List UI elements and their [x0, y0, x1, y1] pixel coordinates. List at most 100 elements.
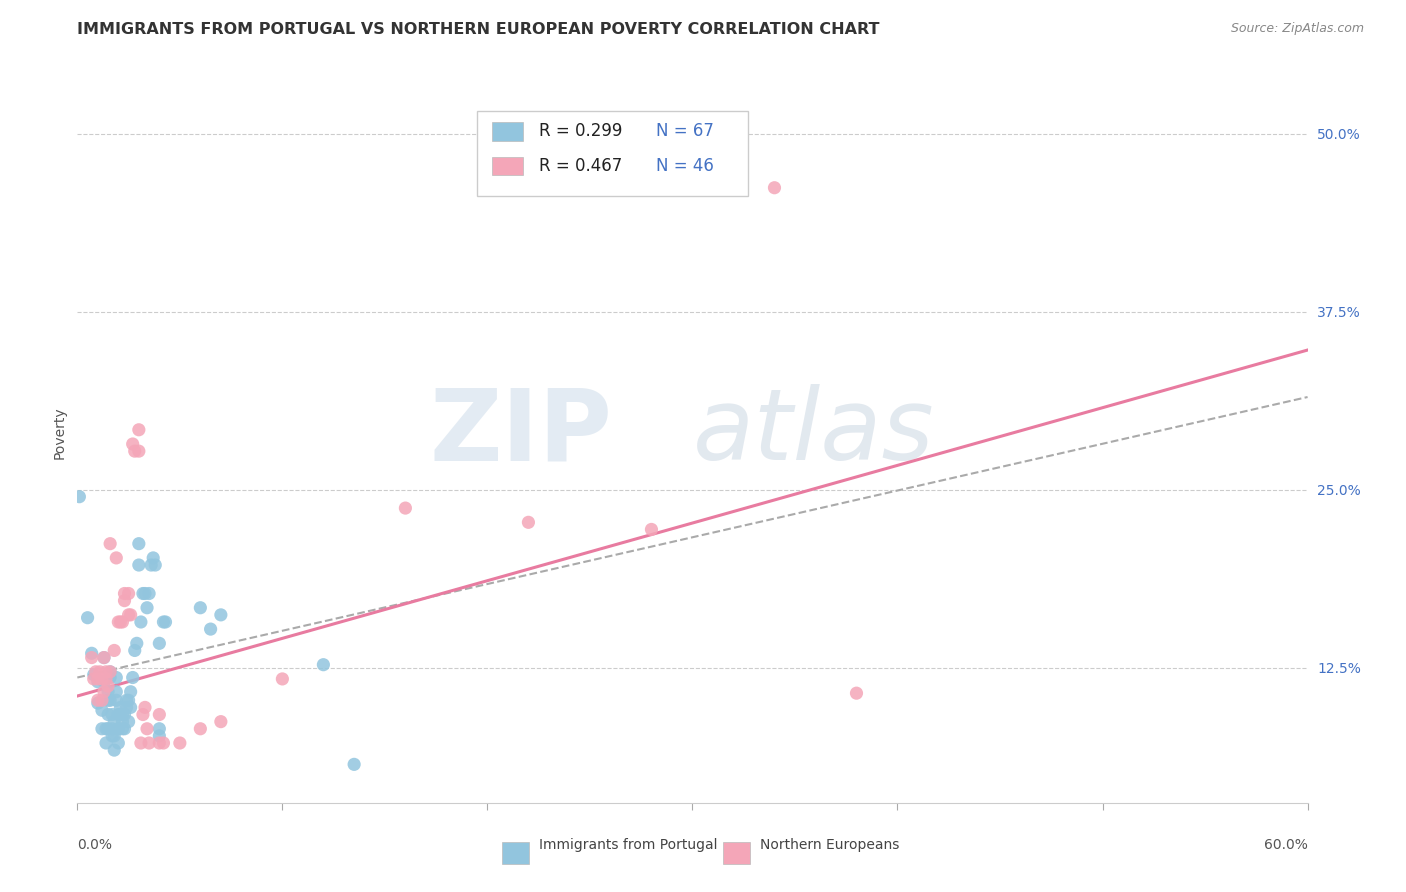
Point: [97, 685, 120, 699]
Point: [128, 558, 150, 572]
Text: 60.0%: 60.0%: [1264, 838, 1308, 853]
Point: [80, 650, 103, 665]
Point: [129, 615, 152, 629]
Point: [188, 722, 212, 736]
Point: [120, 685, 142, 699]
Point: [98, 665, 121, 679]
Point: [87, 696, 110, 710]
Point: [111, 722, 134, 736]
Point: [111, 707, 134, 722]
FancyBboxPatch shape: [502, 842, 529, 864]
Point: [148, 736, 170, 750]
Point: [209, 714, 232, 729]
Point: [143, 558, 166, 572]
Point: [117, 607, 139, 622]
Point: [110, 707, 132, 722]
Point: [107, 736, 129, 750]
Point: [169, 736, 191, 750]
Point: [111, 615, 134, 629]
FancyBboxPatch shape: [477, 111, 748, 195]
Point: [80, 646, 103, 660]
Point: [117, 714, 139, 729]
Point: [128, 536, 150, 550]
Text: R = 0.467: R = 0.467: [538, 157, 621, 175]
Point: [312, 657, 335, 672]
Point: [200, 622, 222, 636]
Point: [105, 685, 128, 699]
Point: [103, 729, 125, 743]
Point: [121, 437, 143, 451]
Text: N = 67: N = 67: [655, 122, 713, 140]
Point: [93, 685, 115, 699]
Point: [271, 672, 294, 686]
Point: [640, 523, 662, 537]
Point: [89, 665, 111, 679]
Point: [98, 536, 121, 550]
Point: [763, 180, 786, 194]
Point: [87, 672, 110, 686]
Text: R = 0.299: R = 0.299: [538, 122, 621, 140]
Point: [110, 700, 132, 714]
Point: [117, 586, 139, 600]
Point: [115, 693, 138, 707]
Point: [97, 693, 120, 707]
Point: [90, 693, 114, 707]
Point: [121, 671, 143, 685]
Point: [98, 693, 121, 707]
Point: [148, 729, 170, 743]
Point: [141, 558, 163, 572]
Point: [83, 667, 105, 681]
Point: [103, 714, 125, 729]
Point: [101, 722, 124, 736]
Point: [114, 586, 136, 600]
Point: [120, 607, 142, 622]
Point: [152, 736, 174, 750]
Point: [128, 423, 150, 437]
Point: [138, 586, 160, 600]
Text: N = 46: N = 46: [655, 157, 713, 175]
Point: [125, 636, 148, 650]
Point: [128, 444, 150, 458]
Text: ZIP: ZIP: [430, 384, 613, 481]
Point: [517, 516, 540, 530]
Point: [97, 722, 120, 736]
Point: [343, 757, 366, 772]
Point: [103, 743, 125, 757]
Point: [103, 643, 125, 657]
Point: [93, 650, 115, 665]
Point: [111, 714, 134, 729]
Point: [105, 693, 128, 707]
Point: [105, 550, 128, 565]
Point: [90, 672, 114, 686]
Text: Source: ZipAtlas.com: Source: ZipAtlas.com: [1230, 22, 1364, 36]
FancyBboxPatch shape: [723, 842, 751, 864]
Text: IMMIGRANTS FROM PORTUGAL VS NORTHERN EUROPEAN POVERTY CORRELATION CHART: IMMIGRANTS FROM PORTUGAL VS NORTHERN EUR…: [77, 22, 880, 37]
Y-axis label: Poverty: Poverty: [52, 407, 66, 458]
Point: [120, 700, 142, 714]
Point: [115, 700, 138, 714]
Point: [148, 636, 170, 650]
Point: [107, 615, 129, 629]
Point: [98, 671, 121, 685]
FancyBboxPatch shape: [492, 157, 523, 176]
Point: [124, 444, 146, 458]
Point: [188, 600, 212, 615]
Point: [114, 722, 136, 736]
Point: [138, 736, 160, 750]
Point: [114, 707, 136, 722]
Point: [142, 550, 165, 565]
Point: [845, 686, 868, 700]
Point: [101, 729, 124, 743]
Point: [97, 707, 120, 722]
Point: [93, 650, 115, 665]
Point: [94, 672, 117, 686]
Point: [110, 615, 132, 629]
Point: [107, 722, 129, 736]
Point: [94, 736, 117, 750]
Point: [67, 490, 90, 504]
Text: atlas: atlas: [693, 384, 934, 481]
Point: [132, 707, 155, 722]
Point: [93, 674, 115, 689]
Point: [76, 610, 98, 624]
Point: [124, 643, 146, 657]
